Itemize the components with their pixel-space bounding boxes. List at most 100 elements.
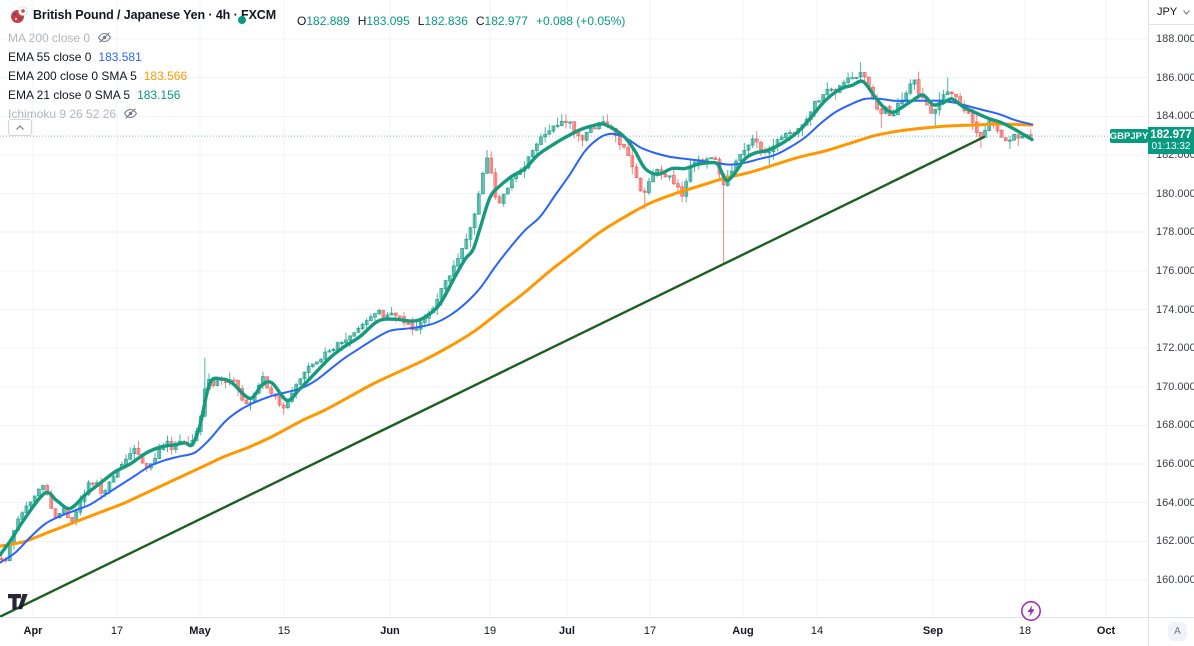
candle-body bbox=[1012, 133, 1016, 141]
ma-line-ema55[interactable] bbox=[0, 97, 1033, 564]
chart-legend: British Pound / Japanese Yen · 4h · FXCM… bbox=[8, 5, 625, 136]
last-price-label: 182.977 01:13:32 bbox=[1148, 127, 1194, 154]
price-axis-label: 186.000 bbox=[1156, 72, 1194, 84]
price-axis-label: 170.000 bbox=[1156, 381, 1194, 393]
candle-body bbox=[497, 196, 502, 204]
candle-body bbox=[825, 88, 830, 96]
price-axis-label: 180.000 bbox=[1156, 188, 1194, 200]
time-axis-label: 14 bbox=[810, 625, 824, 637]
ma-line-ema21[interactable] bbox=[0, 79, 1034, 557]
candle-body bbox=[232, 379, 236, 382]
candle-body bbox=[277, 395, 282, 406]
price-axis-label: 188.000 bbox=[1156, 33, 1194, 45]
time-axis[interactable]: Apr 17 May 15 Jun 19 Jul 17 Aug 14 Sep 18 Oct bbox=[0, 617, 1148, 646]
time-axis-label: Oct bbox=[1096, 625, 1116, 637]
candle-body bbox=[377, 309, 381, 315]
candle-body bbox=[617, 135, 622, 146]
candle-body bbox=[754, 138, 759, 143]
candle-body bbox=[783, 133, 788, 138]
ohlc-item: O 182.889 bbox=[297, 14, 350, 28]
price-axis-label: 166.000 bbox=[1156, 458, 1194, 470]
candle-body bbox=[642, 190, 647, 193]
indicator-row-3[interactable]: EMA 200 close 0 SMA 5 183.566 bbox=[8, 66, 276, 85]
candle-body bbox=[904, 92, 909, 100]
candle-body bbox=[414, 328, 419, 331]
candle-body bbox=[124, 458, 128, 465]
trendline[interactable] bbox=[0, 135, 986, 617]
candle-body bbox=[929, 105, 933, 114]
ohlc-item: L 182.836 bbox=[417, 14, 468, 28]
chevron-up-icon bbox=[16, 125, 24, 130]
symbol-title-row[interactable]: British Pound / Japanese Yen · 4h · FXCM bbox=[8, 5, 276, 25]
gridlines bbox=[0, 0, 1148, 617]
candle-body bbox=[846, 77, 850, 83]
indicator-row-1[interactable]: MA 200 close 0 bbox=[8, 28, 276, 47]
currency-unit-dropdown[interactable]: JPY bbox=[1149, 0, 1194, 25]
candle-body bbox=[912, 79, 917, 85]
candle-body bbox=[588, 127, 593, 133]
candle-body bbox=[779, 136, 784, 140]
ma-line-ema200[interactable] bbox=[0, 122, 1034, 548]
legend-collapse-button[interactable] bbox=[8, 119, 32, 136]
candle-body bbox=[447, 275, 452, 282]
candle-body bbox=[53, 508, 58, 519]
indicator-row-5[interactable]: Ichimoku 9 26 52 26 bbox=[8, 104, 276, 123]
candle-body bbox=[568, 121, 572, 124]
candle-body bbox=[1008, 139, 1012, 142]
candle-body bbox=[323, 351, 328, 360]
price-axis[interactable]: JPY 188.000 186.000 184.000 182.000 180.000 1… bbox=[1148, 0, 1194, 617]
candle-body bbox=[817, 100, 821, 103]
indicator-legend: MA 200 close 0 EMA 55 close 0 183.581 EMA 2… bbox=[8, 28, 276, 123]
candle-body bbox=[319, 359, 323, 363]
candle-body bbox=[626, 147, 631, 157]
candle-body bbox=[879, 108, 884, 114]
lightning-mode-button[interactable] bbox=[1019, 599, 1043, 628]
candle-body bbox=[348, 335, 352, 341]
chart-canvas[interactable] bbox=[0, 0, 1148, 617]
candle-body bbox=[891, 114, 896, 117]
candle-body bbox=[974, 121, 979, 133]
candle-body bbox=[630, 155, 635, 167]
candle-body bbox=[331, 349, 336, 351]
price-axis-label: 172.000 bbox=[1156, 342, 1194, 354]
price-axis-label: 176.000 bbox=[1156, 265, 1194, 277]
indicator-row-4[interactable]: EMA 21 close 0 SMA 5 183.156 bbox=[8, 85, 276, 104]
candle-body bbox=[746, 144, 751, 151]
candle-body bbox=[530, 150, 535, 157]
candle-body bbox=[854, 76, 859, 79]
candle-body bbox=[539, 136, 543, 145]
candle-body bbox=[132, 448, 137, 455]
candle-body bbox=[286, 401, 290, 408]
market-status-dot[interactable] bbox=[238, 16, 246, 24]
ohlc-item: H 183.095 bbox=[357, 14, 410, 28]
candle-body bbox=[344, 339, 348, 344]
symbol-title[interactable]: British Pound / Japanese Yen · 4h · FXCM bbox=[33, 8, 277, 22]
last-price-value: 182.977 bbox=[1150, 128, 1192, 141]
candle-body bbox=[36, 488, 41, 497]
eye-hidden-icon[interactable] bbox=[97, 31, 112, 44]
candle-body bbox=[443, 280, 448, 290]
auto-scale-button[interactable]: A bbox=[1168, 622, 1187, 641]
candle-body bbox=[327, 350, 332, 353]
bar-countdown: 01:13:32 bbox=[1151, 140, 1191, 152]
candle-body bbox=[90, 482, 95, 485]
tradingview-logo-icon[interactable] bbox=[6, 592, 32, 617]
candle-body bbox=[750, 138, 755, 146]
candle-body bbox=[1016, 134, 1021, 139]
price-axis-label: 162.000 bbox=[1156, 535, 1194, 547]
candle-body bbox=[1020, 136, 1025, 139]
candle-body bbox=[398, 315, 402, 318]
price-axis-label: 174.000 bbox=[1156, 304, 1194, 316]
candle-body bbox=[593, 127, 597, 130]
candle-body bbox=[298, 378, 303, 385]
candle-body bbox=[373, 313, 377, 318]
candle-body bbox=[489, 157, 494, 174]
candle-body bbox=[638, 177, 643, 192]
candle-body bbox=[335, 342, 340, 350]
eye-hidden-icon[interactable] bbox=[123, 107, 138, 120]
candle-body bbox=[472, 213, 477, 228]
indicator-row-2[interactable]: EMA 55 close 0 183.581 bbox=[8, 47, 276, 66]
candle-body bbox=[24, 505, 29, 513]
candle-body bbox=[738, 154, 743, 162]
